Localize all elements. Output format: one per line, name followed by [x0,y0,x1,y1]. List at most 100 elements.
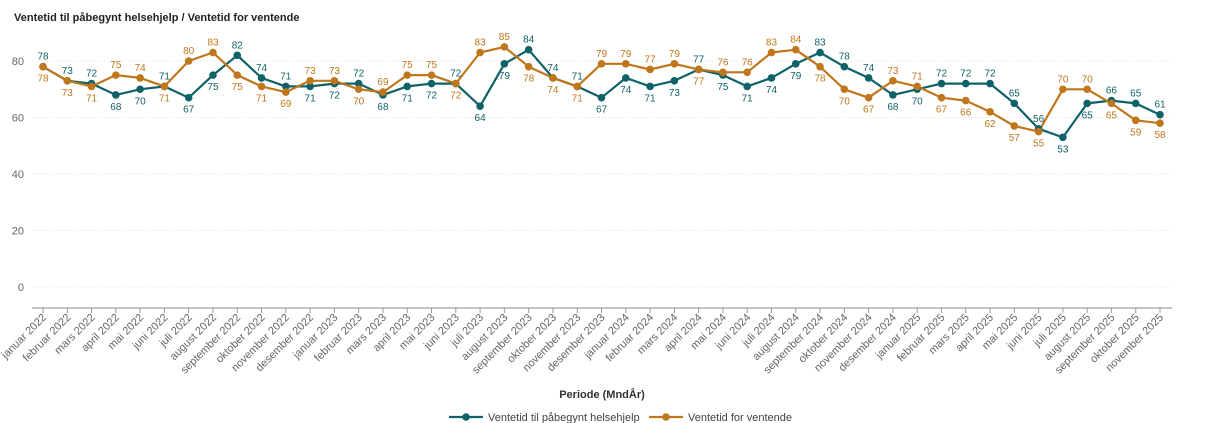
data-label-s2: 77 [693,76,705,87]
x-axis-title: Periode (MndÅr) [559,388,645,401]
data-point-s1 [791,60,800,68]
data-point-s1 [136,85,144,94]
data-point-s1 [209,71,217,79]
data-point-s1 [524,45,533,54]
data-point-s2 [961,96,970,105]
data-label-s2: 59 [1130,127,1142,138]
data-point-s1 [476,102,484,110]
data-label-s1: 84 [523,35,535,46]
data-label-s2: 70 [839,96,851,107]
data-point-s1 [937,79,946,88]
data-label-s1: 61 [1154,100,1166,111]
data-point-s1 [112,91,120,99]
data-label-s1: 67 [183,105,195,116]
data-label-s1: 79 [790,71,802,82]
data-label-s1: 71 [742,93,754,104]
data-point-s2 [597,60,606,68]
data-label-s2: 71 [256,93,268,104]
data-label-s1: 70 [912,96,924,107]
data-point-s2 [1156,119,1164,127]
data-label-s2: 71 [572,93,584,104]
data-label-s2: 71 [912,71,924,82]
data-point-s2 [840,85,849,94]
data-label-s1: 71 [280,71,292,82]
data-label-s2: 73 [305,66,317,77]
data-label-s1: 74 [766,85,778,96]
data-point-s1 [597,93,606,102]
data-label-s2: 75 [402,60,414,71]
data-label-s1: 65 [1009,88,1021,99]
chart-title: Ventetid til påbegynt helsehjelp / Vente… [14,12,300,24]
data-point-s2 [573,82,582,91]
data-point-s2 [427,71,436,79]
y-tick-label: 40 [12,169,24,181]
data-label-s1: 72 [86,69,98,80]
data-label-s2: 79 [669,49,681,60]
data-label-s1: 82 [232,40,244,51]
data-label-s1: 72 [960,69,972,80]
data-label-s1: 72 [353,69,365,80]
data-label-s1: 79 [499,71,511,82]
data-label-s2: 76 [742,57,754,68]
data-point-s1 [233,51,242,60]
data-point-s2 [403,71,412,79]
data-label-s2: 72 [450,91,462,102]
data-label-s2: 71 [159,93,171,104]
data-label-s2: 71 [86,93,98,104]
legend-marker-2 [662,413,670,421]
data-point-s2 [112,71,120,79]
data-label-s1: 74 [620,85,632,96]
data-label-s2: 75 [426,60,438,71]
data-point-s1 [1083,99,1091,108]
data-label-s1: 74 [256,63,268,74]
data-label-s2: 78 [37,74,49,85]
data-label-s2: 58 [1154,130,1166,141]
data-point-s2 [816,62,824,71]
data-label-s1: 74 [547,63,559,74]
data-point-s2 [476,48,484,57]
data-label-s2: 70 [1082,74,1094,85]
data-label-s1: 72 [426,91,438,102]
data-point-s1 [1059,133,1067,142]
data-label-s1: 68 [887,102,899,113]
data-point-s2 [889,76,897,85]
data-label-s1: 71 [572,71,584,82]
data-label-s1: 72 [450,69,462,80]
data-point-s2 [500,43,509,51]
legend-label-2: Ventetid for ventende [688,412,792,423]
data-point-s2 [670,60,679,68]
data-label-s2: 70 [1057,74,1069,85]
data-label-s2: 57 [1009,133,1021,144]
data-label-s2: 55 [1033,139,1045,150]
data-point-s2 [452,79,460,88]
data-point-s1 [767,74,776,82]
data-point-s1 [403,82,412,91]
data-point-s1 [1156,110,1164,119]
data-label-s1: 53 [1057,144,1069,155]
data-point-s1 [864,74,873,82]
data-label-s2: 67 [863,105,875,116]
data-label-s2: 69 [377,77,389,88]
data-label-s1: 75 [717,82,729,93]
data-point-s1 [743,82,751,91]
data-label-s2: 70 [353,96,365,107]
data-label-s2: 75 [110,60,122,71]
data-point-s2 [184,57,193,65]
data-label-s1: 71 [645,93,657,104]
data-label-s1: 73 [62,66,74,77]
data-label-s1: 72 [984,69,996,80]
data-point-s2 [913,82,921,91]
data-label-s2: 78 [814,74,826,85]
data-label-s2: 67 [936,105,948,116]
data-point-s2 [719,68,727,77]
data-label-s1: 65 [1082,110,1094,121]
data-point-s2 [87,82,96,91]
data-point-s2 [1034,127,1043,136]
data-point-s1 [621,74,630,82]
data-point-s1 [889,91,897,99]
data-label-s1: 71 [402,93,414,104]
data-point-s1 [986,79,994,88]
data-label-s1: 71 [305,93,317,104]
data-point-s1 [427,79,436,88]
